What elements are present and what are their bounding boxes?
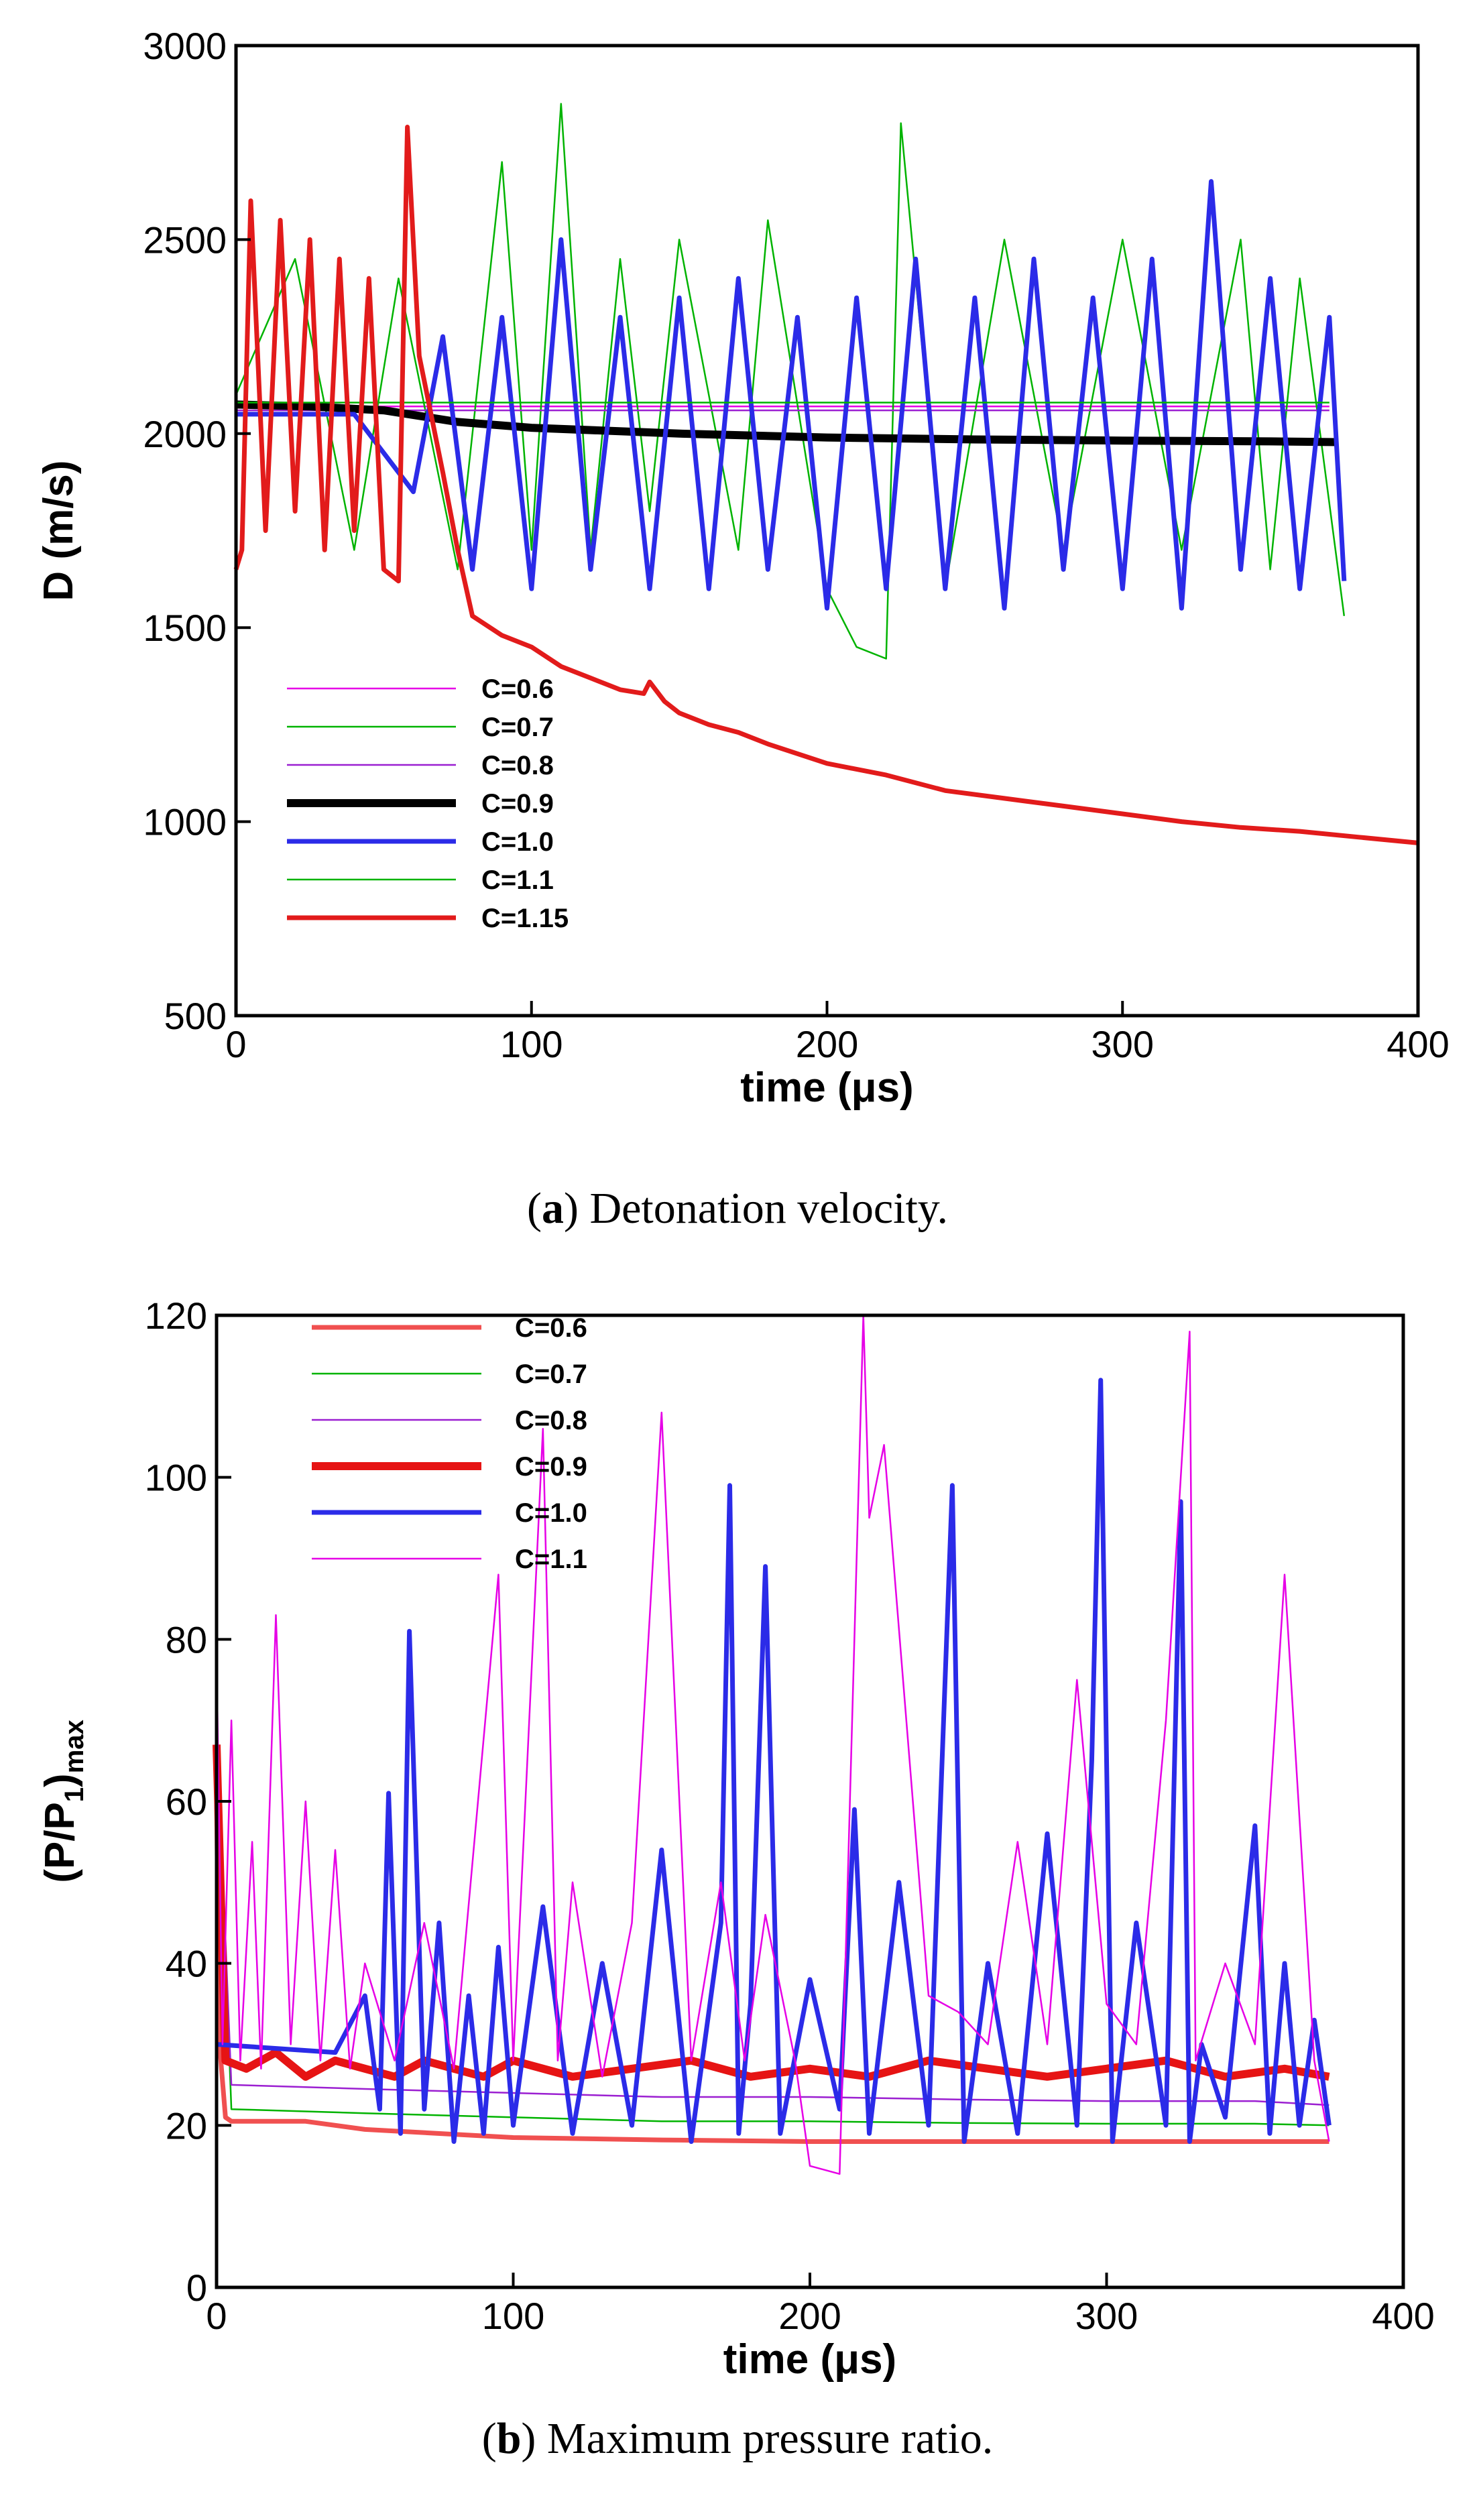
series-line-c-0-7 bbox=[215, 1720, 1330, 2126]
x-tick-label: 100 bbox=[500, 1023, 563, 1065]
chart-svg-b: 0 100 200 300 400 0 20 40 60 80 100 120 time (μs) (P/… bbox=[37, 1295, 1435, 2383]
legend-label: C=1.0 bbox=[515, 1498, 587, 1528]
x-tick-label: 100 bbox=[482, 2295, 544, 2337]
series-line-c-1-0 bbox=[216, 1378, 1332, 2144]
legend-label: C=0.7 bbox=[481, 713, 554, 742]
x-axis-title: time (μs) bbox=[740, 1065, 913, 1111]
legend-label: C=0.9 bbox=[481, 789, 554, 819]
y-tick-label: 40 bbox=[166, 1943, 207, 1985]
series-line-c-0-7 bbox=[235, 103, 1346, 660]
caption-a-text: Detonation velocity. bbox=[589, 1184, 949, 1233]
legend-label: C=0.7 bbox=[515, 1360, 587, 1389]
x-tick-label: 400 bbox=[1372, 2295, 1434, 2337]
legend-label: C=0.8 bbox=[515, 1406, 587, 1435]
y-tick-label: 120 bbox=[145, 1295, 207, 1337]
x-tick-label: 400 bbox=[1386, 1023, 1449, 1065]
chart-panel-b: 0 100 200 300 400 0 20 40 60 80 100 120 time (μs) (P/… bbox=[0, 1274, 1475, 2520]
caption-b: (b) Maximum pressure ratio. bbox=[481, 2414, 994, 2463]
y-axis-title: (P/P1)max bbox=[37, 1720, 89, 1883]
x-tick-label: 200 bbox=[796, 1023, 858, 1065]
plot-frame bbox=[234, 44, 1420, 1018]
y-tick-label: 3000 bbox=[143, 25, 227, 67]
y-tick-label: 20 bbox=[166, 2104, 207, 2147]
caption-b-letter: b bbox=[496, 2414, 522, 2463]
series-line-c-1-15 bbox=[233, 125, 1419, 845]
chart-svg-a: 0 100 200 300 400 500 1000 1500 2000 2500 3000 time… bbox=[36, 25, 1450, 1111]
series-line-c-1-1 bbox=[215, 1314, 1330, 2175]
legend-label: C=1.1 bbox=[515, 1545, 587, 1574]
y-tick-label: 80 bbox=[166, 1618, 207, 1661]
legend-label: C=1.15 bbox=[481, 904, 569, 933]
y-tick-label: 1000 bbox=[143, 801, 227, 843]
y-tick-label: 2000 bbox=[143, 413, 227, 455]
x-tick-label: 200 bbox=[778, 2295, 841, 2337]
y-tick-label: 2500 bbox=[143, 219, 227, 261]
caption-a-letter: a bbox=[541, 1184, 564, 1233]
legend-label: C=1.0 bbox=[481, 827, 554, 857]
series-line-c-0-6 bbox=[214, 1801, 1330, 2144]
x-tick-label: 0 bbox=[225, 1023, 246, 1065]
chart-panel-a: 0 100 200 300 400 500 1000 1500 2000 2500 3000 time… bbox=[36, 25, 1450, 1233]
legend-label: C=0.9 bbox=[515, 1452, 587, 1482]
legend-label: C=0.6 bbox=[481, 674, 554, 704]
series-line-c-1-0 bbox=[236, 179, 1347, 611]
caption-a: (a) Detonation velocity. bbox=[526, 1184, 949, 1233]
x-tick-label: 300 bbox=[1075, 2295, 1138, 2337]
y-axis-title: D (m/s) bbox=[36, 460, 82, 601]
legend-label: C=0.6 bbox=[515, 1313, 587, 1343]
x-tick-label: 0 bbox=[206, 2295, 227, 2337]
y-tick-label: 0 bbox=[186, 2267, 207, 2309]
caption-b-text: Maximum pressure ratio. bbox=[546, 2414, 994, 2463]
legend-label: C=1.1 bbox=[481, 865, 554, 895]
series-line-c-0-8 bbox=[215, 1720, 1330, 2106]
y-tick-label: 60 bbox=[166, 1781, 207, 1823]
y-tick-label: 500 bbox=[164, 995, 227, 1037]
x-tick-label: 300 bbox=[1092, 1023, 1154, 1065]
x-axis-title: time (μs) bbox=[723, 2336, 896, 2383]
legend-label: C=0.8 bbox=[481, 751, 554, 780]
y-tick-label: 100 bbox=[145, 1457, 207, 1499]
y-tick-label: 1500 bbox=[143, 607, 227, 649]
